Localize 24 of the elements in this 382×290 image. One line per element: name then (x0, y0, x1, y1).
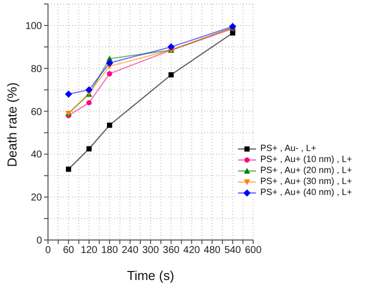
legend-label: PS+ , Au- , L+ (260, 143, 316, 154)
y-tick-label: 80 (30, 64, 42, 75)
x-tick-label: 540 (224, 245, 242, 256)
legend-label: PS+ , Au+ (40 nm) , L+ (260, 187, 352, 198)
y-axis-title: Death rate (%) (4, 82, 20, 167)
x-tick-label: 480 (204, 245, 221, 256)
y-tick-label: 0 (36, 236, 42, 247)
legend-label: PS+ , Au+ (20 nm) , L+ (260, 165, 352, 176)
x-tick-label: 120 (80, 245, 98, 256)
y-tick-label: 60 (30, 106, 42, 118)
x-tick-label: 60 (62, 245, 75, 256)
x-tick-label: 360 (162, 245, 180, 256)
x-tick-label: 600 (244, 245, 262, 256)
y-tick-label: 100 (25, 21, 42, 32)
x-tick-label: 420 (183, 245, 200, 256)
y-tick-label: 20 (30, 192, 42, 204)
x-tick-label: 180 (101, 245, 118, 256)
x-tick-label: 240 (122, 245, 139, 256)
x-axis-title: Time (s) (127, 268, 174, 283)
legend-label: PS+ , Au+ (30 nm) , L+ (260, 176, 352, 187)
x-tick-label: 0 (45, 245, 52, 256)
x-tick-label: 300 (142, 245, 160, 256)
y-tick-label: 40 (30, 150, 42, 161)
legend-label: PS+ , Au+ (10 nm) , L+ (260, 154, 352, 165)
